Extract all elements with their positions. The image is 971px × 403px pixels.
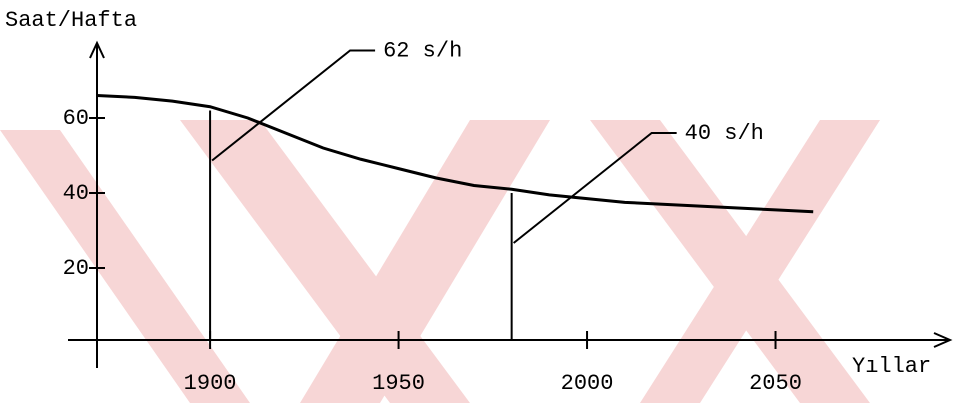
x-axis-title: Yıllar <box>852 354 931 379</box>
annotation-leader <box>211 49 376 162</box>
y-tick-label: 40 <box>63 181 89 206</box>
annotation-text: 62 s/h <box>383 38 462 63</box>
y-axis-title: Saat/Hafta <box>5 8 137 33</box>
watermark <box>0 120 880 403</box>
annotation-text: 40 s/h <box>685 121 764 146</box>
y-tick-label: 20 <box>63 256 89 281</box>
y-axis <box>89 40 105 368</box>
x-tick-label: 2050 <box>749 371 802 396</box>
annotation-leader <box>513 132 677 244</box>
y-tick-label: 60 <box>63 106 89 131</box>
x-tick-label: 2000 <box>561 371 614 396</box>
line <box>96 94 814 214</box>
x-tick-label: 1900 <box>184 371 237 396</box>
x-tick-label: 1950 <box>372 371 425 396</box>
x-axis <box>68 332 953 348</box>
